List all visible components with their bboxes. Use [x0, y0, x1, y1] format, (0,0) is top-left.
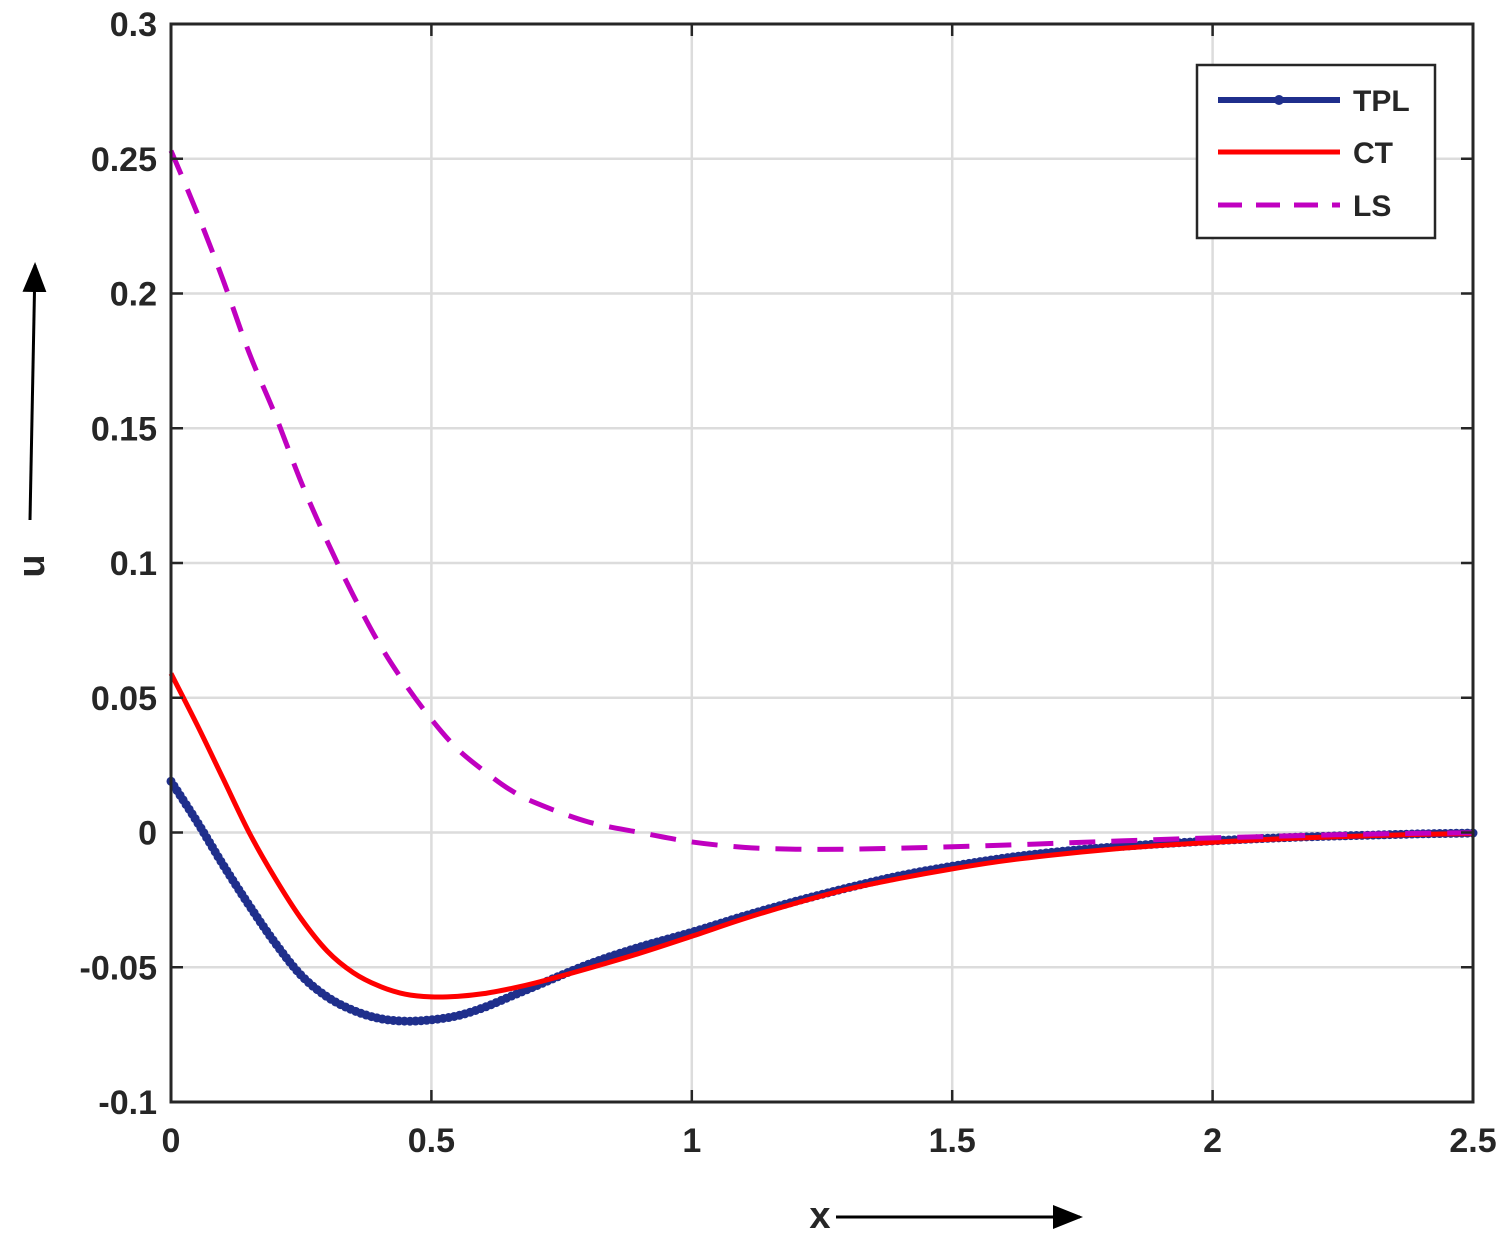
y-tick-label: 0: [138, 815, 157, 853]
x-tick-label: 0: [162, 1122, 181, 1160]
y-tick-label: 0.25: [91, 141, 157, 179]
x-tick-label: 1: [682, 1122, 701, 1160]
series-line-ct: [168, 672, 1474, 1000]
x-axis-label: x: [809, 1195, 830, 1237]
legend-label-tpl: TPL: [1353, 85, 1410, 118]
legend-label-ct: CT: [1353, 137, 1393, 170]
y-tick-label: 0.1: [110, 545, 157, 583]
legend-marker-tpl: [1274, 95, 1284, 105]
x-tick-label: 2: [1203, 1122, 1222, 1160]
y-axis-label: u: [11, 554, 53, 577]
legend-label-ls: LS: [1353, 190, 1391, 223]
x-tick-label: 1.5: [929, 1122, 976, 1160]
y-tick-label: -0.1: [98, 1084, 157, 1122]
y-tick-label: 0.15: [91, 410, 157, 448]
y-tick-label: 0.05: [91, 680, 157, 718]
y-axis-arrow: [22, 262, 47, 521]
series-group: [166, 149, 1478, 1026]
x-tick-label: 0.5: [408, 1122, 455, 1160]
y-tick-label: 0.3: [110, 6, 157, 44]
tick-labels: 0 0.5 1 1.5 2 2.5 -0.1 -0.05 0 0.05 0.1 0.15 0.2 0.25…: [80, 6, 1497, 1160]
ticks: [169, 22, 1475, 1104]
x-tick-label: 2.5: [1449, 1122, 1496, 1160]
series-line-ls: [168, 149, 1474, 852]
y-tick-label: -0.05: [80, 949, 158, 987]
y-tick-label: 0.2: [110, 276, 157, 314]
legend: TPL CT LS: [1195, 63, 1437, 240]
